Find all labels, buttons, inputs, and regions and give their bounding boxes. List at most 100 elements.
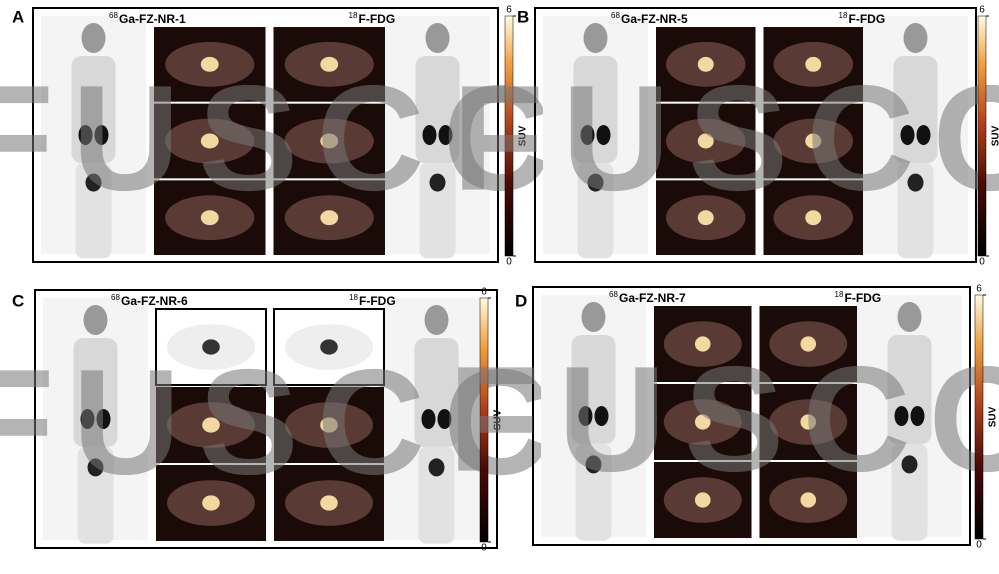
- mip-organ: [894, 406, 909, 426]
- colorbar-label: SUV: [493, 409, 504, 430]
- mip-legs: [418, 446, 455, 544]
- mip-legs: [891, 443, 928, 541]
- mip-organ: [94, 125, 109, 145]
- mip-head: [581, 302, 606, 332]
- tracer-mass: 68: [109, 11, 118, 20]
- tracer-mass: 18: [839, 11, 848, 20]
- colorbar: [974, 294, 984, 540]
- tracer-mass: 18: [835, 290, 844, 299]
- slice-hotspot: [697, 133, 714, 149]
- slice-hotspot: [320, 495, 338, 511]
- slice-hotspot: [202, 339, 220, 355]
- mip-organ: [596, 125, 611, 145]
- mip-organ: [900, 125, 915, 145]
- panel-label: D: [515, 291, 527, 310]
- tracer-mass: 18: [349, 11, 358, 20]
- slice-hotspot: [805, 210, 822, 226]
- mip-organ: [585, 455, 602, 474]
- mip-organ: [80, 409, 95, 429]
- mip-organ: [587, 173, 604, 192]
- tracer-name: Ga-FZ-NR-6: [121, 294, 188, 308]
- mip-organ: [429, 173, 446, 192]
- panel-frame: [34, 289, 498, 549]
- tracer-name: F-FDG: [359, 12, 396, 26]
- colorbar-tick-label: 6: [506, 5, 512, 16]
- slice-hotspot: [805, 133, 822, 149]
- mip-head: [897, 302, 922, 332]
- colorbar-label: SUV: [991, 125, 999, 146]
- slice-hotspot: [800, 492, 817, 508]
- tracer-name: Ga-FZ-NR-1: [119, 12, 186, 26]
- slice-hotspot: [200, 133, 219, 149]
- mip-legs: [577, 163, 614, 259]
- watermark: FUSCC: [448, 335, 999, 503]
- mip-organ: [428, 458, 445, 477]
- panel-frame: [532, 286, 971, 546]
- tracer-name: Ga-FZ-NR-7: [619, 291, 686, 305]
- tracer-name: Ga-FZ-NR-5: [621, 12, 688, 26]
- mip-organ: [580, 125, 595, 145]
- tracer-mass: 68: [111, 293, 120, 302]
- slice-hotspot: [694, 336, 711, 352]
- mip-organ: [96, 409, 111, 429]
- slice-hotspot: [202, 495, 220, 511]
- panel-frame: [32, 7, 499, 263]
- panel-frame: [534, 7, 977, 263]
- slice-hotspot: [694, 492, 711, 508]
- slice-hotspot: [320, 417, 338, 433]
- panel-label: A: [12, 7, 24, 26]
- watermark: FUSCC: [452, 54, 999, 222]
- panel-label: C: [12, 291, 24, 310]
- mip-head: [903, 23, 928, 53]
- mip-organ: [78, 125, 93, 145]
- tracer-name: F-FDG: [849, 12, 886, 26]
- colorbar: [977, 15, 987, 257]
- slice-hotspot: [200, 56, 219, 72]
- mip-legs: [75, 163, 112, 259]
- slice-hotspot: [697, 56, 714, 72]
- tracer-mass: 18: [349, 293, 358, 302]
- mip-legs: [897, 163, 934, 259]
- mip-organ: [438, 125, 453, 145]
- colorbar-tick-label: 6: [481, 287, 487, 298]
- colorbar: [504, 15, 514, 257]
- mip-organ: [437, 409, 452, 429]
- mip-organ: [578, 406, 593, 426]
- colorbar-tick-label: 0: [976, 540, 982, 551]
- slice-hotspot: [694, 414, 711, 430]
- colorbar-tick-label: 0: [506, 257, 512, 268]
- slice-hotspot: [800, 414, 817, 430]
- mip-head: [83, 305, 108, 335]
- slice-hotspot: [320, 339, 338, 355]
- mip-organ: [907, 173, 924, 192]
- colorbar: [479, 297, 489, 543]
- mip-organ: [916, 125, 931, 145]
- slice-hotspot: [202, 417, 220, 433]
- colorbar-tick-label: 6: [979, 5, 985, 16]
- slice-hotspot: [697, 210, 714, 226]
- panel-label: B: [517, 7, 529, 26]
- mip-organ: [85, 173, 102, 192]
- watermark: FUSCC: [0, 54, 569, 222]
- watermark: FUSCC: [0, 338, 569, 506]
- tracer-name: F-FDG: [845, 291, 882, 305]
- mip-head: [583, 23, 608, 53]
- slice-hotspot: [320, 56, 339, 72]
- mip-legs: [419, 163, 456, 259]
- colorbar-label: SUV: [518, 125, 529, 146]
- slice-hotspot: [320, 210, 339, 226]
- slice-hotspot: [200, 210, 219, 226]
- mip-organ: [421, 409, 436, 429]
- mip-legs: [77, 446, 114, 544]
- mip-legs: [575, 443, 612, 541]
- mip-organ: [901, 455, 918, 474]
- slice-hotspot: [800, 336, 817, 352]
- mip-organ: [87, 458, 104, 477]
- colorbar-tick-label: 0: [979, 257, 985, 268]
- colorbar-tick-label: 6: [976, 284, 982, 295]
- mip-head: [425, 23, 450, 53]
- mip-organ: [910, 406, 925, 426]
- slice-hotspot: [320, 133, 339, 149]
